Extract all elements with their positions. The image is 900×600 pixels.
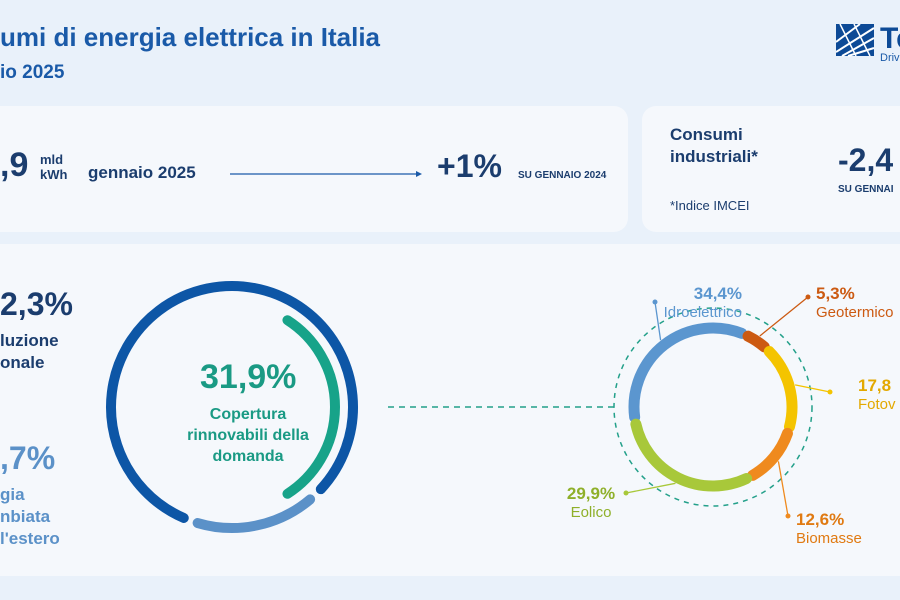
national-production-label: luzione onale (0, 330, 59, 374)
source-label-wind: 29,9% Eolico (556, 484, 626, 521)
geothermal-name: Geotermico (816, 304, 894, 321)
hydro-pct: 34,4% (693, 284, 742, 303)
geothermal-leader-dot (805, 294, 811, 300)
biomass-name: Biomasse (796, 530, 862, 547)
hydro-name: Idroelettrico (663, 304, 742, 321)
foreign-exchange-arc (192, 494, 316, 533)
foreign-label-line-1: gia (0, 485, 25, 504)
industrial-note: *Indice IMCEI (670, 198, 750, 213)
industrial-label-line-2: industriali* (670, 147, 758, 166)
national-label-line-2: onale (0, 353, 45, 372)
hydro-arc (628, 322, 748, 423)
solar-leader (794, 384, 831, 393)
wind-leader (625, 482, 676, 494)
source-label-geothermal: 5,3% Geotermico (816, 284, 894, 321)
wind-arc (630, 418, 753, 492)
grid-logo-icon (836, 23, 875, 57)
biomass-arc (747, 427, 793, 481)
hydro-leader (654, 301, 662, 341)
national-production-arc (106, 281, 358, 523)
consumption-card (0, 106, 628, 232)
industrial-change-note: SU GENNAI (838, 184, 894, 195)
foreign-label-line-2: nbiata (0, 507, 51, 526)
consumption-value: ,9 (0, 146, 29, 184)
coverage-card (0, 244, 900, 576)
renewable-coverage-arc (282, 315, 340, 499)
sources-outline-circle (613, 307, 813, 507)
solar-name: Fotov (858, 396, 896, 413)
consumption-unit: mld kWh (40, 152, 67, 182)
solar-arc (763, 346, 798, 433)
consumption-change: +1% (437, 148, 502, 184)
coverage-label: Copertura rinnovabili della domanda (186, 404, 310, 467)
foreign-label-line-3: l'estero (0, 529, 60, 548)
consumption-period: gennaio 2025 (88, 163, 196, 182)
page-title: umi di energia elettrica in Italia (0, 22, 381, 52)
source-label-hydro: 34,4% Idroelettrico (588, 284, 742, 321)
unit-line-2: kWh (40, 167, 68, 182)
foreign-exchange-pct: ,7% (0, 440, 56, 476)
industrial-label-line-1: Consumi (670, 125, 743, 144)
solar-leader-dot (827, 389, 833, 395)
national-label-line-1: luzione (0, 331, 59, 350)
hydro-leader-dot (652, 299, 658, 305)
wind-leader-dot (623, 490, 629, 496)
national-production-pct: 2,3% (0, 286, 73, 322)
source-label-biomass: 12,6% Biomasse (796, 510, 862, 547)
coverage-label-line-2: rinnovabili della (187, 427, 309, 444)
foreign-exchange-label: gia nbiata l'estero (0, 484, 60, 550)
page-subtitle: io 2025 (0, 62, 65, 83)
geothermal-pct: 5,3% (816, 284, 855, 303)
industrial-label: Consumi industriali* (670, 124, 758, 168)
logo-text: Te (880, 22, 900, 55)
sources-ring-chart (628, 322, 798, 492)
wind-pct: 29,9% (566, 484, 616, 503)
biomass-pct: 12,6% (796, 510, 845, 529)
terna-logo: Te Driv (836, 22, 900, 64)
solar-pct: 17,8 (858, 376, 892, 395)
trend-arrow-icon (230, 171, 422, 177)
sources-leader-lines (623, 294, 833, 519)
source-label-solar: 17,8 Fotov (858, 376, 896, 413)
biomass-leader-dot (785, 513, 791, 519)
consumption-change-note: SU GENNAIO 2024 (518, 170, 607, 181)
industrial-card (642, 106, 900, 232)
coverage-label-line-1: Copertura (209, 406, 287, 423)
biomass-leader (777, 461, 789, 517)
geothermal-arc (742, 330, 770, 353)
unit-line-1: mld (40, 152, 64, 167)
coverage-label-line-3: domanda (212, 448, 284, 465)
demand-ring-chart (106, 281, 358, 533)
logo-tagline: Driv (880, 52, 900, 64)
coverage-pct: 31,9% (200, 358, 297, 396)
geothermal-leader (759, 296, 809, 337)
industrial-change: -2,4 (838, 142, 894, 178)
wind-name: Eolico (570, 504, 612, 521)
